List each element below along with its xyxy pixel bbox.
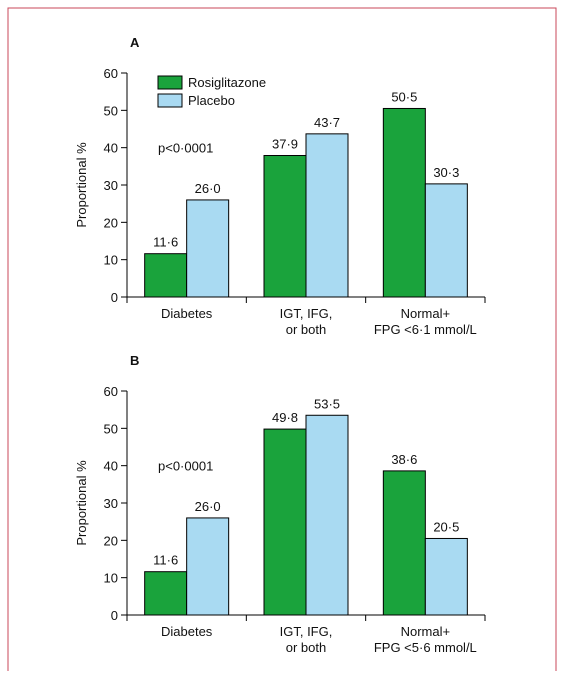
x-tick-label: Diabetes (161, 624, 213, 639)
y-tick-label: 60 (104, 66, 118, 81)
panel-label: A (130, 35, 140, 50)
y-tick-label: 60 (104, 384, 118, 399)
bar (382, 470, 426, 616)
bar (305, 133, 349, 298)
value-label: 30·3 (433, 165, 459, 180)
x-tick-label: Normal+ FPG <5·6 mmol/L (374, 624, 477, 655)
bar (424, 183, 468, 298)
y-tick-label: 10 (104, 571, 118, 586)
bar (144, 253, 188, 298)
y-tick-label: 20 (104, 215, 118, 230)
bar (186, 199, 230, 298)
y-tick-label: 50 (104, 421, 118, 436)
bar (144, 571, 188, 616)
y-tick-label: 40 (104, 141, 118, 156)
y-tick-label: 40 (104, 459, 118, 474)
panel-label: B (130, 353, 139, 368)
value-label: 20·5 (433, 519, 459, 534)
y-tick-label: 10 (104, 253, 118, 268)
y-tick-label: 30 (104, 496, 118, 511)
value-label: 53·5 (314, 396, 340, 411)
value-label: 50·5 (391, 89, 417, 104)
legend-label: Rosiglitazone (188, 75, 266, 90)
y-tick-label: 30 (104, 178, 118, 193)
legend-swatch (157, 93, 183, 108)
value-label: 26·0 (195, 181, 221, 196)
annotation: p<0·0001 (158, 141, 213, 156)
bar (263, 428, 307, 616)
y-axis-label: Proportional % (74, 460, 89, 546)
value-label: 49·8 (272, 410, 298, 425)
bar (263, 155, 307, 298)
y-tick-label: 0 (111, 608, 118, 623)
x-tick-label: Diabetes (161, 306, 213, 321)
value-label: 26·0 (195, 499, 221, 514)
bar (424, 537, 468, 616)
bar (186, 517, 230, 616)
legend-label: Placebo (188, 93, 235, 108)
frame (7, 7, 557, 671)
value-label: 43·7 (314, 115, 340, 130)
value-label: 11·6 (153, 235, 178, 250)
value-label: 11·6 (153, 553, 178, 568)
x-tick-label: IGT, IFG, or both (280, 306, 333, 337)
y-axis-label: Proportional % (74, 142, 89, 228)
annotation: p<0·0001 (158, 459, 213, 474)
legend-swatch (157, 75, 183, 90)
bar (305, 414, 349, 616)
x-tick-label: IGT, IFG, or both (280, 624, 333, 655)
y-tick-label: 50 (104, 103, 118, 118)
y-tick-label: 20 (104, 533, 118, 548)
bar (382, 107, 426, 298)
value-label: 38·6 (391, 452, 417, 467)
value-label: 37·9 (272, 137, 298, 152)
x-tick-label: Normal+ FPG <6·1 mmol/L (374, 306, 477, 337)
y-tick-label: 0 (111, 290, 118, 305)
